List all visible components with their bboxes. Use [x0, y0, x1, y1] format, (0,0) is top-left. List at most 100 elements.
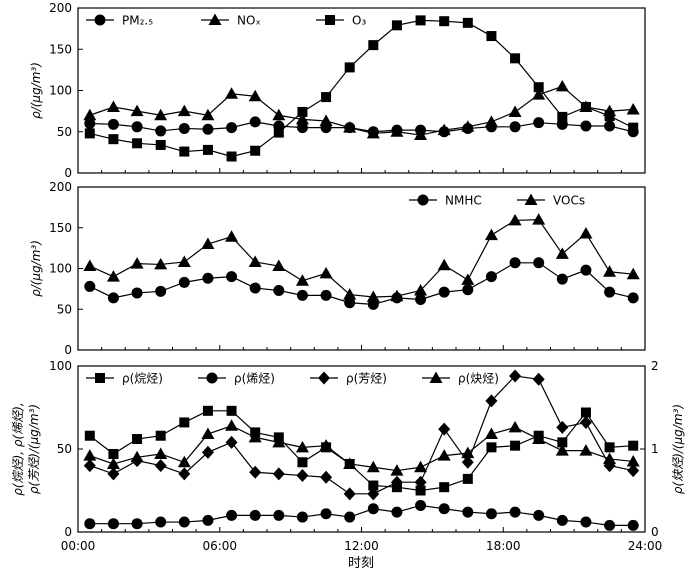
y-tick-label: 0: [64, 166, 72, 180]
series-line: [89, 375, 634, 495]
data-point: [344, 297, 356, 309]
data-point: [249, 465, 262, 479]
data-point: [273, 509, 285, 521]
data-point: [604, 442, 615, 453]
data-point: [84, 118, 96, 129]
data-point: [106, 100, 120, 112]
data-point: [532, 88, 546, 100]
data-point: [414, 475, 427, 489]
data-point: [202, 123, 214, 135]
data-point: [486, 442, 497, 453]
legend-label: O₃: [352, 14, 366, 28]
data-point: [509, 369, 522, 383]
y-axis-label: ρ/(μg/m³): [29, 62, 43, 119]
data-point: [178, 516, 190, 528]
data-point: [484, 427, 498, 440]
data-point: [556, 514, 568, 526]
y-tick-label: 50: [57, 125, 72, 139]
data-point: [83, 259, 97, 272]
data-point: [579, 415, 592, 429]
data-point: [226, 122, 238, 134]
data-point: [225, 435, 238, 449]
data-point: [555, 247, 569, 259]
data-point: [366, 290, 380, 303]
data-point: [391, 20, 402, 31]
x-tick-label: 12:00: [344, 539, 379, 553]
y2-tick-label: 0: [651, 525, 659, 539]
data-point: [604, 519, 616, 531]
data-point: [604, 120, 616, 132]
data-point: [484, 228, 498, 241]
legend-marker: [94, 14, 106, 26]
data-point: [248, 430, 262, 443]
data-point: [320, 470, 333, 484]
data-point: [344, 62, 355, 73]
series-1: [83, 213, 640, 303]
data-point: [580, 264, 592, 276]
data-point: [580, 516, 592, 528]
x-tick-label: 06:00: [202, 539, 237, 553]
y-tick-label: 100: [49, 262, 72, 276]
data-point: [177, 104, 191, 117]
data-point: [486, 31, 497, 42]
data-point: [201, 427, 215, 440]
data-point: [225, 230, 239, 242]
data-point: [83, 449, 97, 461]
panel-pollutants: 0 50 100 150 200 ρ/(μg/m³) PM₂.₅ NOₓ O₃: [29, 1, 646, 180]
data-point: [106, 270, 120, 282]
data-point: [414, 284, 428, 296]
data-point: [580, 102, 591, 112]
data-point: [508, 213, 522, 226]
data-point: [485, 508, 497, 520]
data-point: [343, 121, 357, 133]
data-point: [320, 508, 332, 520]
data-point: [84, 518, 96, 530]
data-point: [366, 460, 380, 473]
y-axis-label-line1: ρ(烷烃), ρ(烯烃),: [11, 402, 25, 495]
y2-axis-label: ρ(炔烃)/(μg/m³): [671, 404, 685, 494]
data-point: [368, 480, 379, 491]
data-point: [319, 439, 333, 451]
data-point: [107, 118, 119, 130]
data-point: [226, 405, 237, 416]
data-point: [627, 464, 640, 478]
data-point: [108, 448, 119, 459]
data-point: [250, 145, 261, 156]
data-point: [155, 285, 167, 297]
legend: ρ(烷烃) ρ(烯烃) ρ(芳烃) ρ(炔烃): [86, 371, 499, 386]
data-point: [249, 509, 261, 521]
data-point: [107, 467, 120, 481]
series-line: [89, 218, 634, 298]
data-point: [532, 432, 546, 445]
data-point: [532, 213, 546, 225]
legend-label: ρ(芳烃): [346, 372, 387, 386]
data-point: [415, 499, 427, 511]
data-point: [343, 288, 357, 300]
data-point: [461, 455, 474, 469]
data-point: [295, 440, 309, 453]
data-point: [462, 17, 473, 28]
data-point: [296, 122, 308, 134]
data-point: [249, 116, 261, 128]
data-point: [131, 287, 143, 299]
series-3: [83, 419, 640, 476]
data-point: [367, 503, 379, 515]
data-point: [106, 457, 120, 469]
data-point: [437, 123, 451, 136]
data-point: [201, 108, 215, 121]
data-point: [155, 516, 167, 528]
data-point: [461, 446, 475, 459]
series-line: [89, 19, 634, 158]
data-point: [415, 485, 426, 496]
x-axis-label: 时刻: [348, 556, 374, 571]
x-tick-label: 00:00: [61, 539, 96, 553]
legend: NMHC VOCs: [409, 193, 585, 208]
data-point: [343, 487, 356, 501]
data-point: [390, 475, 403, 489]
y-tick-label: 150: [49, 221, 72, 235]
x-axis: 00:00 06:00 12:00 18:00 24:00: [61, 539, 663, 553]
y2-tick-label: 2: [651, 359, 659, 373]
data-point: [297, 457, 308, 468]
data-point: [249, 282, 261, 294]
data-point: [296, 289, 308, 301]
